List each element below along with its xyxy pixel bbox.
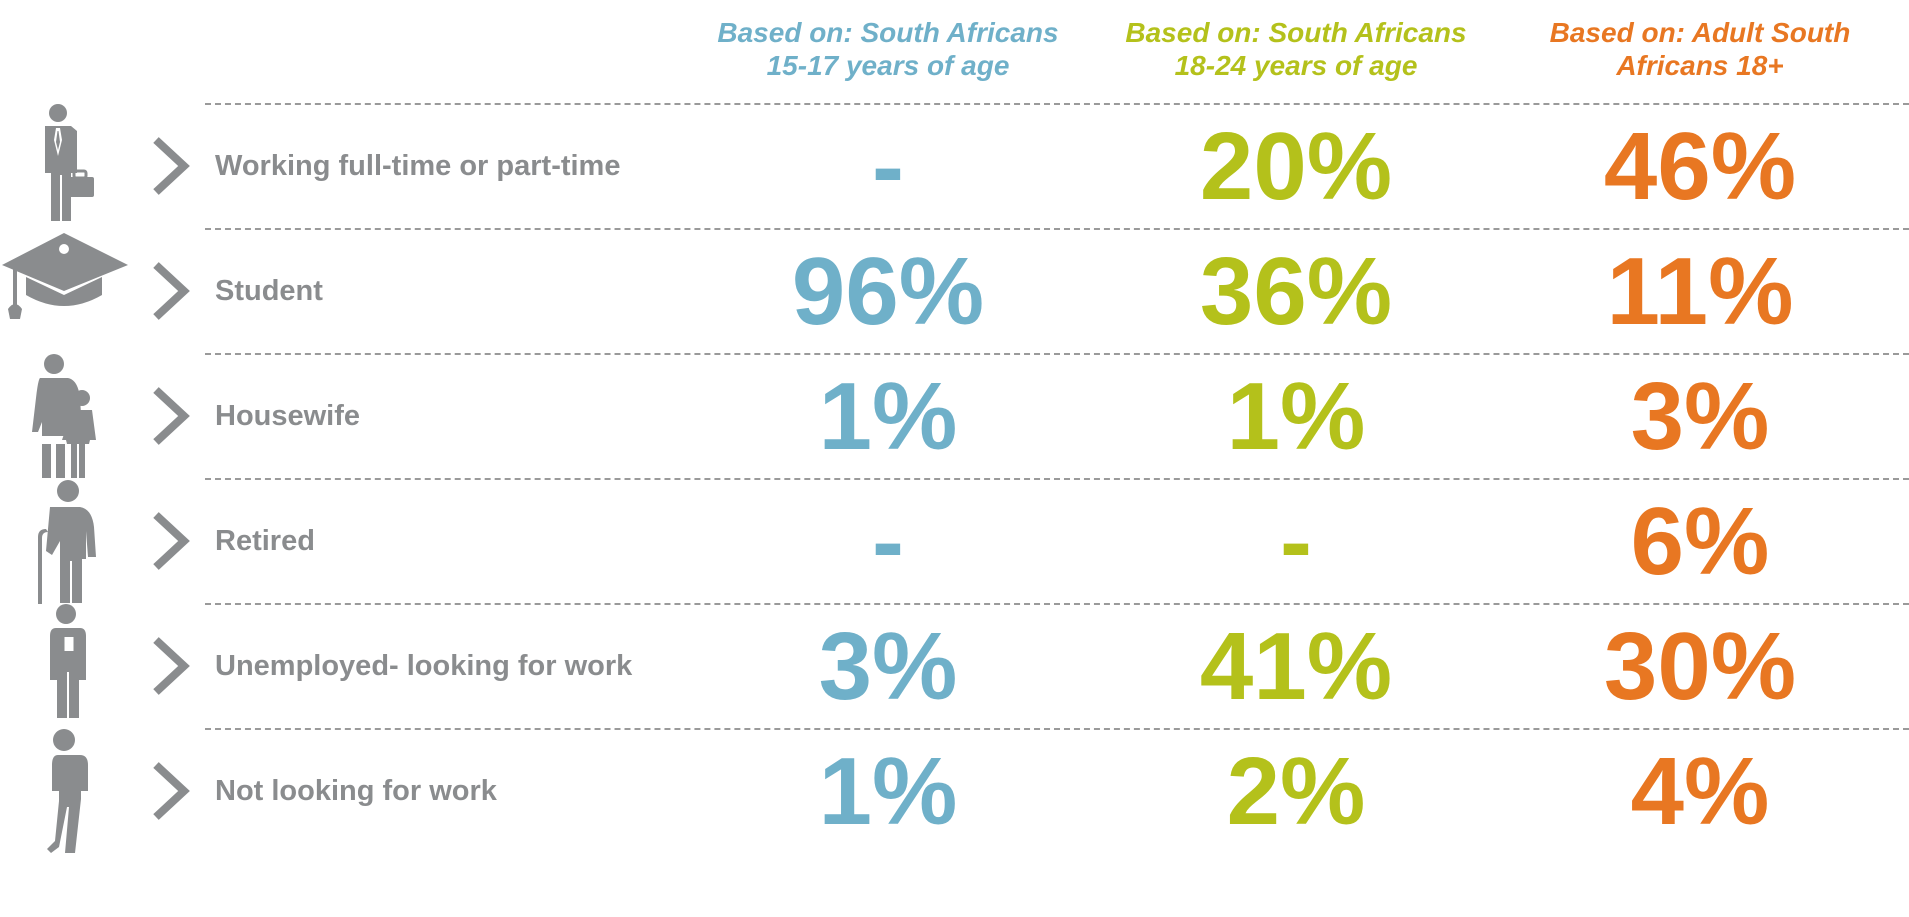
divider [205, 103, 1909, 105]
column-header-3: Based on: Adult South Africans 18+ [1510, 16, 1890, 82]
divider [205, 728, 1909, 730]
value-cell: 1% [818, 738, 958, 845]
chevron-right-icon [150, 761, 194, 821]
row-label: Working full-time or part-time [215, 150, 621, 182]
value-cell: 11% [1606, 238, 1794, 345]
mother-child-icon [0, 354, 130, 479]
value-cell: 1% [1226, 363, 1366, 470]
man-walking-icon [0, 729, 130, 854]
value-cell: 41% [1199, 613, 1393, 720]
row-label: Not looking for work [215, 775, 497, 807]
column-header-1-line-1: Based on: South Africans [717, 17, 1059, 48]
value-cell: - [1280, 488, 1312, 595]
chevron-right-icon [150, 136, 194, 196]
row-working: Working full-time or part-time - 20% 46% [0, 104, 1909, 229]
value-cell: 46% [1603, 113, 1797, 220]
value-cell: 96% [791, 238, 985, 345]
value-cell: 30% [1603, 613, 1797, 720]
column-header-2-line-2: 18-24 years of age [1174, 50, 1418, 81]
divider [205, 603, 1909, 605]
column-header-2: Based on: South Africans 18-24 years of … [1106, 16, 1486, 82]
row-label: Housewife [215, 400, 361, 432]
row-housewife: Housewife 1% 1% 3% [0, 354, 1909, 479]
chevron-right-icon [150, 511, 194, 571]
chevron-right-icon [150, 261, 194, 321]
value-cell: 20% [1199, 113, 1393, 220]
value-cell: 2% [1226, 738, 1366, 845]
graduation-cap-icon [0, 229, 130, 354]
value-cell: 6% [1630, 488, 1770, 595]
man-phone-icon [0, 604, 130, 729]
businessman-icon [0, 104, 130, 229]
value-cell: 3% [818, 613, 958, 720]
elderly-cane-icon [0, 479, 130, 604]
row-label: Retired [215, 525, 315, 557]
row-retired: Retired - - 6% [0, 479, 1909, 604]
value-cell: - [872, 488, 904, 595]
row-unemployed: Unemployed- looking for work 3% 41% 30% [0, 604, 1909, 729]
column-header-1: Based on: South Africans 15-17 years of … [698, 16, 1078, 82]
chevron-right-icon [150, 636, 194, 696]
column-header-3-line-2: Africans 18+ [1616, 50, 1784, 81]
row-not-looking: Not looking for work 1% 2% 4% [0, 729, 1909, 854]
value-cell: 1% [818, 363, 958, 470]
divider [205, 228, 1909, 230]
value-cell: 3% [1630, 363, 1770, 470]
value-cell: 4% [1630, 738, 1770, 845]
value-cell: - [872, 113, 904, 220]
divider [205, 478, 1909, 480]
row-student: Student 96% 36% 11% [0, 229, 1909, 354]
divider [205, 353, 1909, 355]
chevron-right-icon [150, 386, 194, 446]
value-cell: 36% [1199, 238, 1393, 345]
row-label: Unemployed- looking for work [215, 650, 633, 682]
column-header-2-line-1: Based on: South Africans [1125, 17, 1467, 48]
row-label: Student [215, 275, 323, 307]
column-header-1-line-2: 15-17 years of age [766, 50, 1010, 81]
column-header-3-line-1: Based on: Adult South [1549, 17, 1851, 48]
